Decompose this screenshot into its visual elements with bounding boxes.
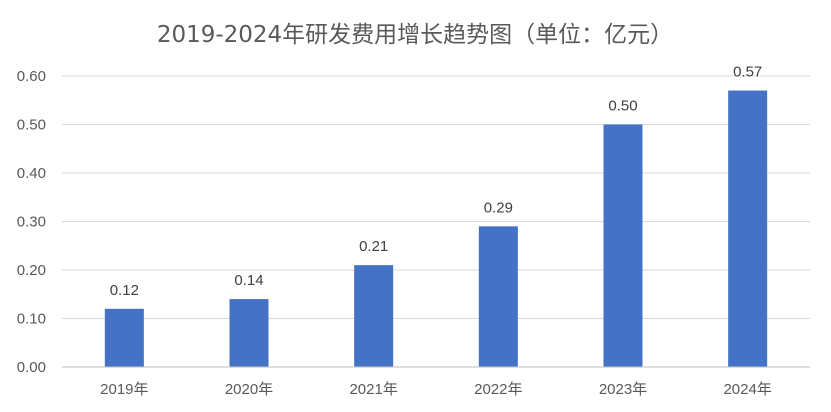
y-axis-tick-labels: 0.00 0.10 0.20 0.30 0.40 0.50 0.60 [17,68,46,376]
x-tick-label: 2019年 [100,381,148,398]
data-label: 0.12 [110,282,139,299]
data-label: 0.57 [733,64,762,81]
data-label: 0.14 [234,272,263,289]
data-labels: 0.12 0.14 0.21 0.29 0.50 0.57 [110,64,763,299]
gridlines [62,75,810,319]
x-tick-label: 2024年 [723,381,771,398]
bar-2 [229,299,269,367]
y-tick-label: 0.00 [17,359,46,376]
x-tick-label: 2021年 [349,381,397,398]
y-tick-label: 0.60 [17,68,46,85]
chart-title: 2019-2024年研发费用增长趋势图（单位：亿元） [157,22,673,48]
x-axis-tick-labels: 2019年 2020年 2021年 2022年 2023年 2024年 [100,381,772,398]
bar-5 [603,124,643,367]
y-tick-label: 0.30 [17,214,46,231]
bar-4 [478,226,518,367]
x-tick-label: 2023年 [599,381,647,398]
x-tick-label: 2020年 [225,381,273,398]
data-label: 0.29 [484,199,513,216]
data-label: 0.21 [359,238,388,255]
y-tick-label: 0.40 [17,165,46,182]
bar-6 [728,90,768,368]
y-tick-label: 0.10 [17,311,46,328]
data-label: 0.50 [608,98,637,115]
bars [104,90,768,368]
bar-1 [104,308,144,367]
y-tick-label: 0.20 [17,262,46,279]
y-tick-label: 0.50 [17,117,46,134]
x-tick-label: 2022年 [474,381,522,398]
bar-3 [354,265,394,367]
